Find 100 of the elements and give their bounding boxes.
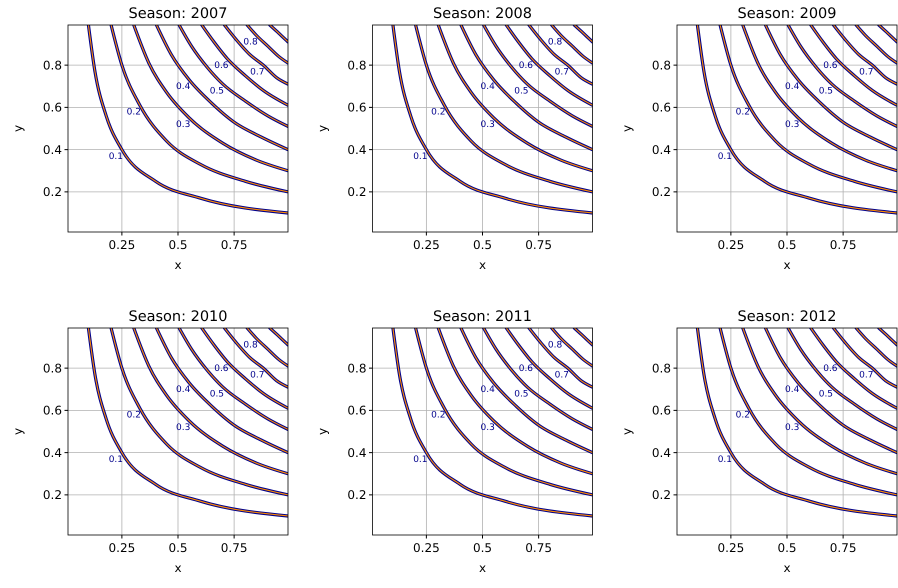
series-label: 0.7 — [554, 67, 569, 78]
series-label: 0.3 — [785, 423, 800, 434]
x-tick-label: 0.5 — [472, 541, 492, 555]
series-label: 0.3 — [480, 120, 495, 130]
series-label: 0.3 — [480, 423, 495, 434]
y-tick-label: 0.2 — [42, 185, 62, 200]
y-tick-label: 0.2 — [42, 488, 62, 502]
series-label: 0.1 — [718, 152, 732, 162]
series-label: 0.6 — [518, 60, 534, 71]
series-label: 0.3 — [176, 120, 190, 130]
chart-title: Season: 2010 — [128, 309, 228, 325]
series-label: 0.3 — [176, 423, 190, 434]
series-label: 0.1 — [718, 454, 732, 465]
x-axis-title: x — [783, 258, 791, 272]
chart-title: Season: 2007 — [128, 6, 228, 22]
x-tick-label: 0.25 — [413, 238, 440, 252]
y-tick-label: 0.8 — [347, 361, 366, 376]
y-tick-label: 0.2 — [652, 185, 671, 200]
chart-title: Season: 2011 — [432, 309, 532, 325]
series-label: 0.3 — [785, 120, 800, 130]
series-label: 0.6 — [214, 60, 229, 71]
x-axis-title: x — [478, 258, 486, 272]
x-axis-title: x — [783, 561, 791, 575]
y-tick-label: 0.8 — [652, 58, 671, 72]
series-label: 0.4 — [176, 82, 191, 92]
series-label: 0.5 — [514, 86, 529, 96]
series-label: 0.1 — [108, 454, 124, 465]
x-axis-title: x — [174, 258, 182, 272]
y-tick-label: 0.6 — [347, 404, 366, 418]
x-tick-label: 0.75 — [830, 541, 856, 555]
y-tick-label: 0.4 — [347, 142, 366, 157]
chart-title: Season: 2012 — [737, 309, 837, 325]
series-label: 0.6 — [823, 364, 838, 374]
y-axis-title: y — [620, 124, 634, 132]
series-label: 0.1 — [413, 454, 428, 465]
series-label: 0.8 — [548, 38, 562, 48]
x-tick-label: 0.75 — [525, 238, 552, 252]
x-tick-label: 0.75 — [220, 541, 248, 555]
x-tick-label: 0.5 — [777, 238, 797, 252]
x-tick-label: 0.5 — [168, 238, 188, 252]
series-label: 0.1 — [108, 152, 124, 162]
y-tick-label: 0.8 — [42, 58, 62, 72]
y-tick-label: 0.6 — [347, 100, 366, 115]
series-label: 0.8 — [243, 38, 258, 48]
x-tick-label: 0.25 — [413, 541, 440, 555]
x-tick-label: 0.5 — [168, 541, 188, 555]
chart-title: Season: 2008 — [432, 6, 532, 22]
y-tick-label: 0.8 — [42, 361, 62, 376]
y-tick-label: 0.6 — [652, 100, 671, 115]
series-label: 0.7 — [250, 67, 264, 78]
series-label: 0.5 — [210, 86, 224, 96]
series-label: 0.2 — [736, 410, 750, 420]
series-label: 0.6 — [214, 364, 229, 374]
series-label: 0.5 — [514, 389, 529, 400]
x-tick-label: 0.5 — [777, 541, 797, 555]
y-tick-label: 0.8 — [347, 58, 366, 72]
y-tick-label: 0.6 — [42, 404, 62, 418]
y-axis-title: y — [11, 124, 25, 132]
y-tick-label: 0.2 — [347, 185, 366, 200]
x-tick-label: 0.75 — [220, 238, 248, 252]
y-tick-label: 0.4 — [652, 446, 671, 460]
series-label: 0.2 — [431, 107, 446, 118]
series-label: 0.7 — [250, 370, 264, 380]
x-tick-label: 0.75 — [830, 238, 856, 252]
y-tick-label: 0.2 — [652, 488, 671, 502]
y-axis-title: y — [11, 428, 25, 436]
series-label: 0.8 — [243, 340, 258, 351]
x-axis-title: x — [174, 561, 182, 575]
y-tick-label: 0.4 — [42, 446, 62, 460]
x-tick-label: 0.25 — [718, 541, 744, 555]
series-label: 0.4 — [480, 82, 496, 92]
series-label: 0.4 — [785, 385, 800, 396]
x-tick-label: 0.25 — [108, 541, 136, 555]
x-tick-label: 0.25 — [108, 238, 136, 252]
series-label: 0.7 — [554, 370, 569, 380]
y-tick-label: 0.4 — [652, 142, 671, 157]
x-tick-label: 0.25 — [718, 238, 744, 252]
series-label: 0.5 — [818, 86, 834, 96]
x-tick-label: 0.5 — [472, 238, 492, 252]
x-axis-title: x — [478, 561, 486, 575]
series-label: 0.4 — [785, 82, 800, 92]
series-label: 0.2 — [126, 107, 141, 118]
series-label: 0.4 — [480, 385, 496, 396]
x-tick-label: 0.75 — [525, 541, 552, 555]
y-tick-label: 0.8 — [652, 361, 671, 376]
series-label: 0.5 — [210, 389, 224, 400]
y-axis-title: y — [316, 124, 330, 132]
y-tick-label: 0.4 — [42, 142, 62, 157]
series-label: 0.2 — [736, 107, 750, 118]
series-label: 0.2 — [431, 410, 446, 420]
y-tick-label: 0.6 — [42, 100, 62, 115]
series-label: 0.6 — [518, 364, 534, 374]
series-label: 0.2 — [126, 410, 141, 420]
chart-title: Season: 2009 — [737, 6, 837, 22]
series-label: 0.4 — [176, 385, 191, 396]
series-label: 0.7 — [859, 67, 874, 78]
series-label: 0.7 — [859, 370, 874, 380]
series-label: 0.6 — [823, 60, 838, 71]
y-axis-title: y — [316, 428, 330, 436]
series-label: 0.5 — [818, 389, 834, 400]
